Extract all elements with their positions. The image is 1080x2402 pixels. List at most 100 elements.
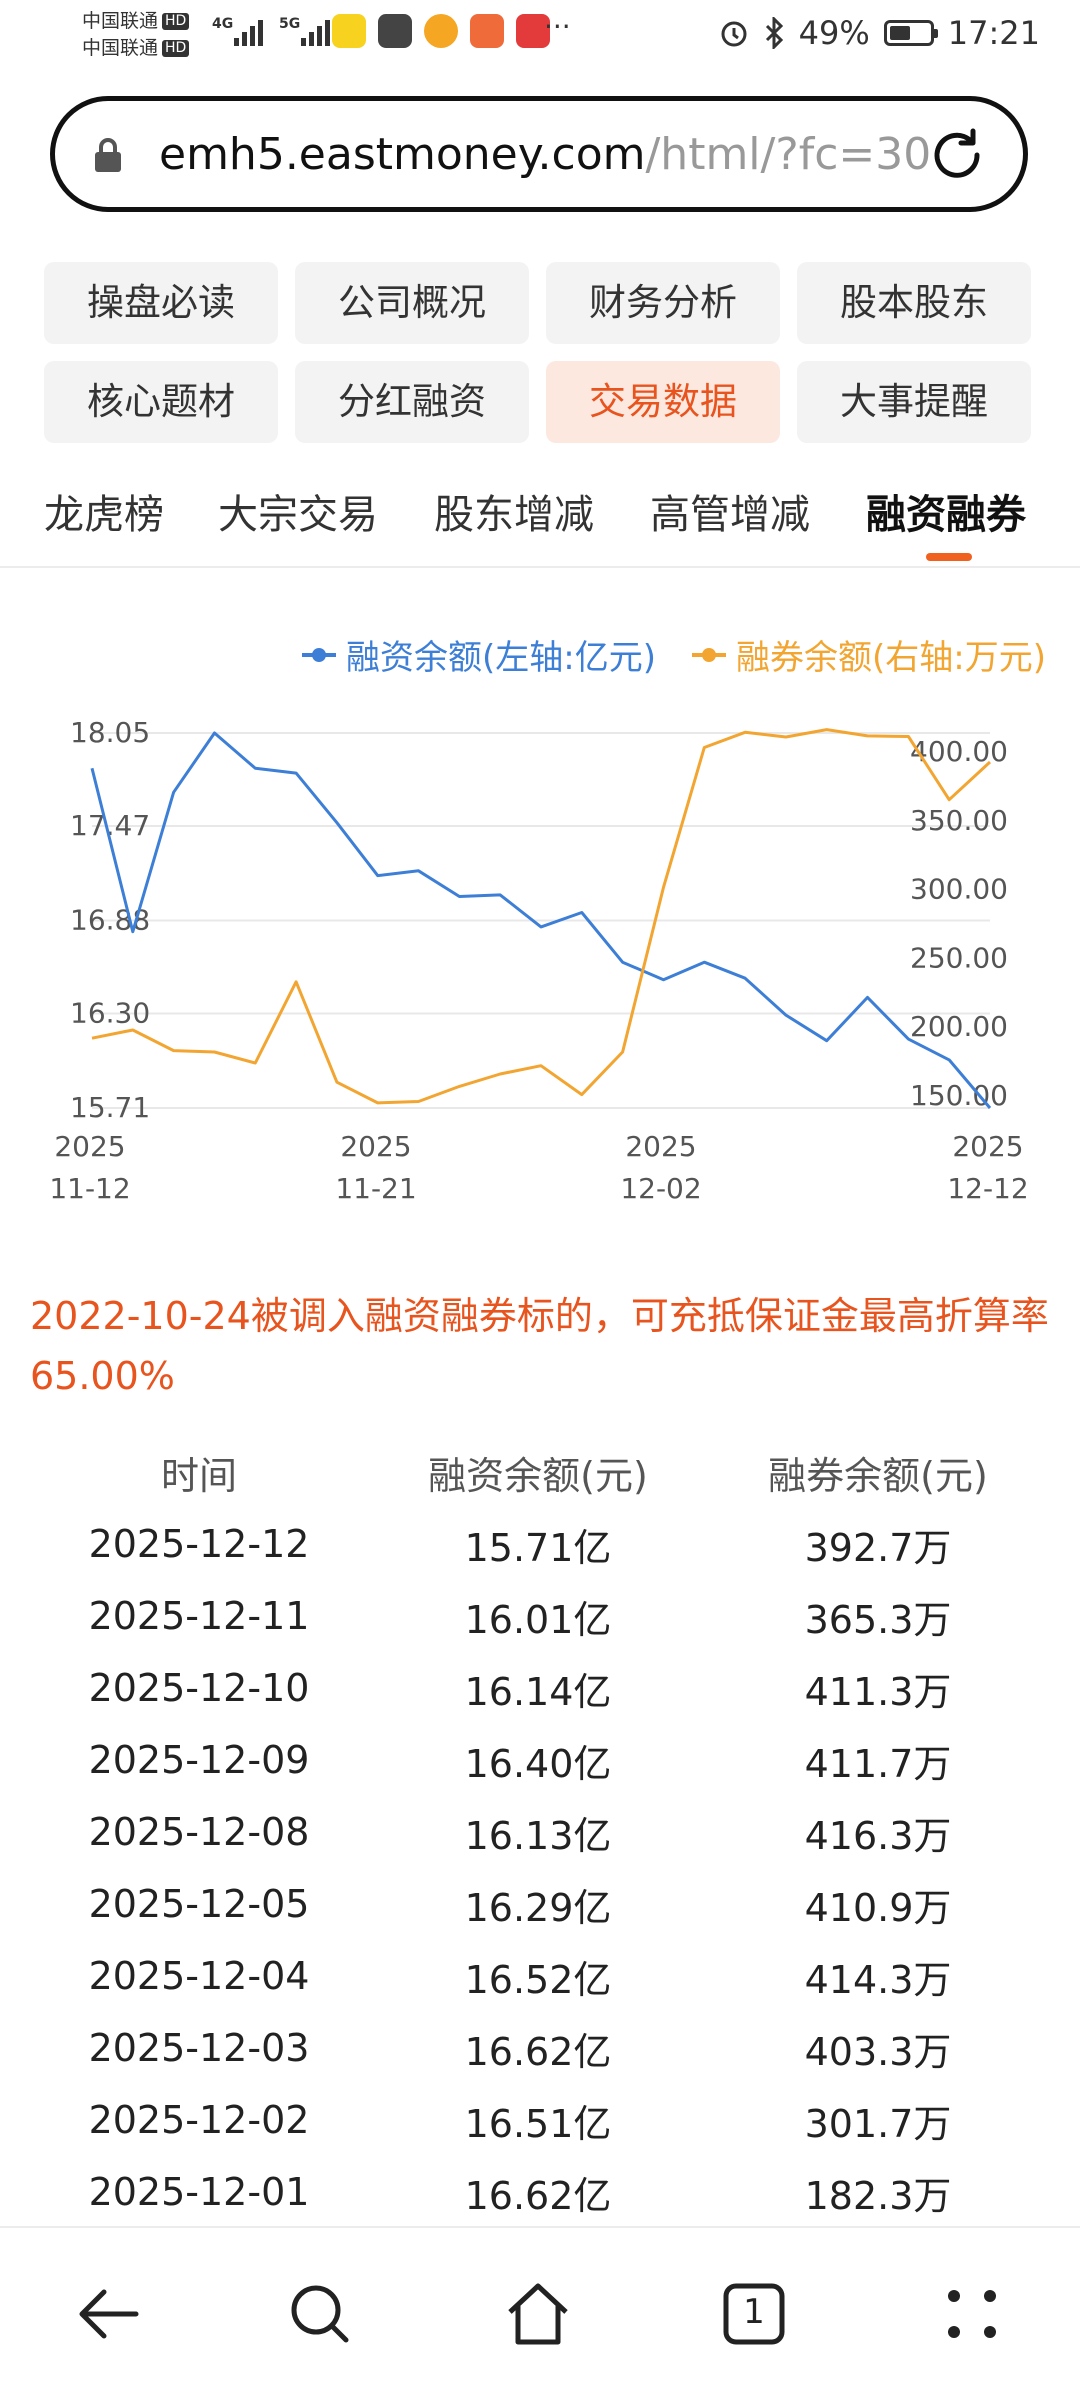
- active-tab-indicator: [926, 553, 972, 561]
- tab-item[interactable]: 高管增减: [650, 492, 810, 538]
- search-icon[interactable]: [284, 2278, 356, 2350]
- tab-item[interactable]: 股东增减: [434, 492, 594, 538]
- section-button[interactable]: 财务分析: [546, 262, 780, 344]
- table-row: 2025-12-02 16.51亿 301.7万: [0, 2084, 1080, 2156]
- row-date: 2025-12-09: [88, 1738, 310, 1782]
- row-short: 403.3万: [804, 2029, 952, 2074]
- header-date: 时间: [160, 1453, 237, 1498]
- lock-icon: [95, 138, 121, 172]
- signal-indicators: 4G 5G: [212, 16, 330, 46]
- left-axis-tick: 15.71: [70, 1091, 150, 1124]
- row-financing: 16.51亿: [464, 2101, 612, 2146]
- row-date: 2025-12-04: [88, 1954, 310, 1998]
- hd-badge: HD: [162, 40, 190, 57]
- row-financing: 16.01亿: [464, 1597, 612, 1642]
- section-button[interactable]: 股本股东: [797, 262, 1031, 344]
- header-financing: 融资余额(元): [428, 1453, 648, 1498]
- signal-5g-label: 5G: [279, 16, 301, 32]
- tab-count: 1: [743, 2292, 765, 2332]
- table-row: 2025-12-08 16.13亿 416.3万: [0, 1796, 1080, 1868]
- tab-item[interactable]: 大宗交易: [218, 492, 378, 538]
- row-short: 410.9万: [804, 1885, 952, 1930]
- row-financing: 16.40亿: [464, 1741, 612, 1786]
- row-date: 2025-12-08: [88, 1810, 310, 1854]
- row-date: 2025-12-12: [88, 1522, 310, 1566]
- x-axis-year: 2025: [625, 1130, 696, 1163]
- row-short: 414.3万: [804, 1957, 952, 2002]
- legend-swatch-short: [692, 647, 727, 662]
- row-short: 365.3万: [804, 1597, 952, 1642]
- chart-legend: 融资余额(左轴:亿元) 融券余额(右轴:万元): [302, 630, 1046, 679]
- home-icon[interactable]: [502, 2278, 574, 2350]
- left-axis-tick: 18.05: [70, 716, 150, 749]
- clock: 17:21: [947, 14, 1040, 52]
- back-icon[interactable]: [72, 2278, 144, 2350]
- tabs-icon: [723, 2283, 785, 2345]
- row-short: 411.3万: [804, 1669, 952, 1714]
- tab-item[interactable]: 融资融券: [866, 492, 1026, 538]
- row-short: 411.7万: [804, 1741, 952, 1786]
- section-grid: 操盘必读 公司概况 财务分析 股本股东核心题材 分红融资 交易数据 大事提醒: [44, 262, 1034, 443]
- section-button[interactable]: 操盘必读: [44, 262, 278, 344]
- row-date: 2025-12-10: [88, 1666, 310, 1710]
- bluetooth-icon: [765, 17, 783, 49]
- section-button[interactable]: 分红融资: [295, 361, 529, 443]
- x-axis-date: 12-12: [947, 1172, 1028, 1205]
- sub-tabs: 龙虎榜 大宗交易 股东增减 高管增减 融资融券: [0, 470, 1080, 568]
- right-axis-tick: 300.00: [910, 873, 1008, 906]
- carrier-1: 中国联通: [82, 10, 159, 32]
- right-axis-tick: 200.00: [910, 1010, 1008, 1043]
- table-row: 2025-12-11 16.01亿 365.3万: [0, 1580, 1080, 1652]
- signal-4g-label: 4G: [212, 16, 234, 32]
- legend-label-short: 融券余额(右轴:万元): [736, 638, 1046, 678]
- status-right: 49% 17:21: [719, 14, 1040, 52]
- app-notification-icon: [378, 14, 412, 48]
- section-button[interactable]: 交易数据: [546, 361, 780, 443]
- right-axis-tick: 250.00: [910, 941, 1008, 974]
- margin-note: 2022-10-24被调入融资融券标的，可充抵保证金最高折算率65.00%: [30, 1294, 1049, 1398]
- row-financing: 16.62亿: [464, 2173, 612, 2218]
- x-axis-year: 2025: [952, 1130, 1023, 1163]
- signal-5g-icon: 5G: [279, 16, 330, 46]
- url-host: emh5.eastmoney.com: [159, 129, 646, 180]
- row-short: 392.7万: [804, 1525, 952, 1570]
- address-bar[interactable]: emh5.eastmoney.com/html/?fc=30: [50, 96, 1028, 212]
- row-financing: 16.13亿: [464, 1813, 612, 1858]
- row-date: 2025-12-01: [88, 2170, 310, 2214]
- row-financing: 16.14亿: [464, 1669, 612, 1714]
- table-row: 2025-12-10 16.14亿 411.3万: [0, 1652, 1080, 1724]
- legend-label-financing: 融资余额(左轴:亿元): [346, 638, 657, 678]
- financing-balance-line: [90, 731, 992, 1109]
- weibo-icon: [424, 14, 458, 48]
- section-button[interactable]: 公司概况: [295, 262, 529, 344]
- row-financing: 15.71亿: [464, 1525, 612, 1570]
- x-axis-year: 2025: [340, 1130, 411, 1163]
- carrier-2: 中国联通: [82, 37, 159, 59]
- x-axis-date: 11-21: [335, 1172, 416, 1205]
- status-bar: 中国联通 HD 中国联通 HD 4G 5G ··· 49% 17:21: [0, 0, 1080, 80]
- section-button[interactable]: 核心题材: [44, 361, 278, 443]
- reload-icon[interactable]: [927, 125, 987, 185]
- right-axis-tick: 350.00: [910, 804, 1008, 837]
- table-body: 2025-12-12 15.71亿 392.7万 2025-12-11 16.01亿 36…: [0, 1508, 1080, 2228]
- x-axis-year: 2025: [54, 1130, 125, 1163]
- tabs-button[interactable]: 1: [718, 2278, 790, 2350]
- table-row: 2025-12-05 16.29亿 410.9万: [0, 1868, 1080, 1940]
- menu-icon[interactable]: [936, 2278, 1008, 2350]
- margin-trading-chart[interactable]: 18.0517.4716.8816.3015.71400.00350.00300…: [0, 690, 1080, 1230]
- x-axis-date: 11-12: [49, 1172, 130, 1205]
- left-axis-tick: 16.30: [70, 996, 150, 1029]
- battery-percent: 49%: [798, 14, 870, 52]
- url-path: /html/?fc=30: [645, 129, 932, 180]
- section-button[interactable]: 大事提醒: [797, 361, 1031, 443]
- legend-item-financing[interactable]: 融资余额(左轴:亿元): [302, 630, 656, 679]
- notification-icons: [332, 14, 550, 48]
- legend-swatch-financing: [302, 647, 337, 662]
- legend-item-short[interactable]: 融券余额(右轴:万元): [692, 630, 1046, 679]
- tab-item[interactable]: 龙虎榜: [44, 492, 164, 538]
- app-notification-icon: [470, 14, 504, 48]
- table-row: 2025-12-03 16.62亿 403.3万: [0, 2012, 1080, 2084]
- url-text[interactable]: emh5.eastmoney.com/html/?fc=30: [159, 129, 939, 181]
- alarm-icon: [721, 21, 747, 47]
- row-short: 416.3万: [804, 1813, 952, 1858]
